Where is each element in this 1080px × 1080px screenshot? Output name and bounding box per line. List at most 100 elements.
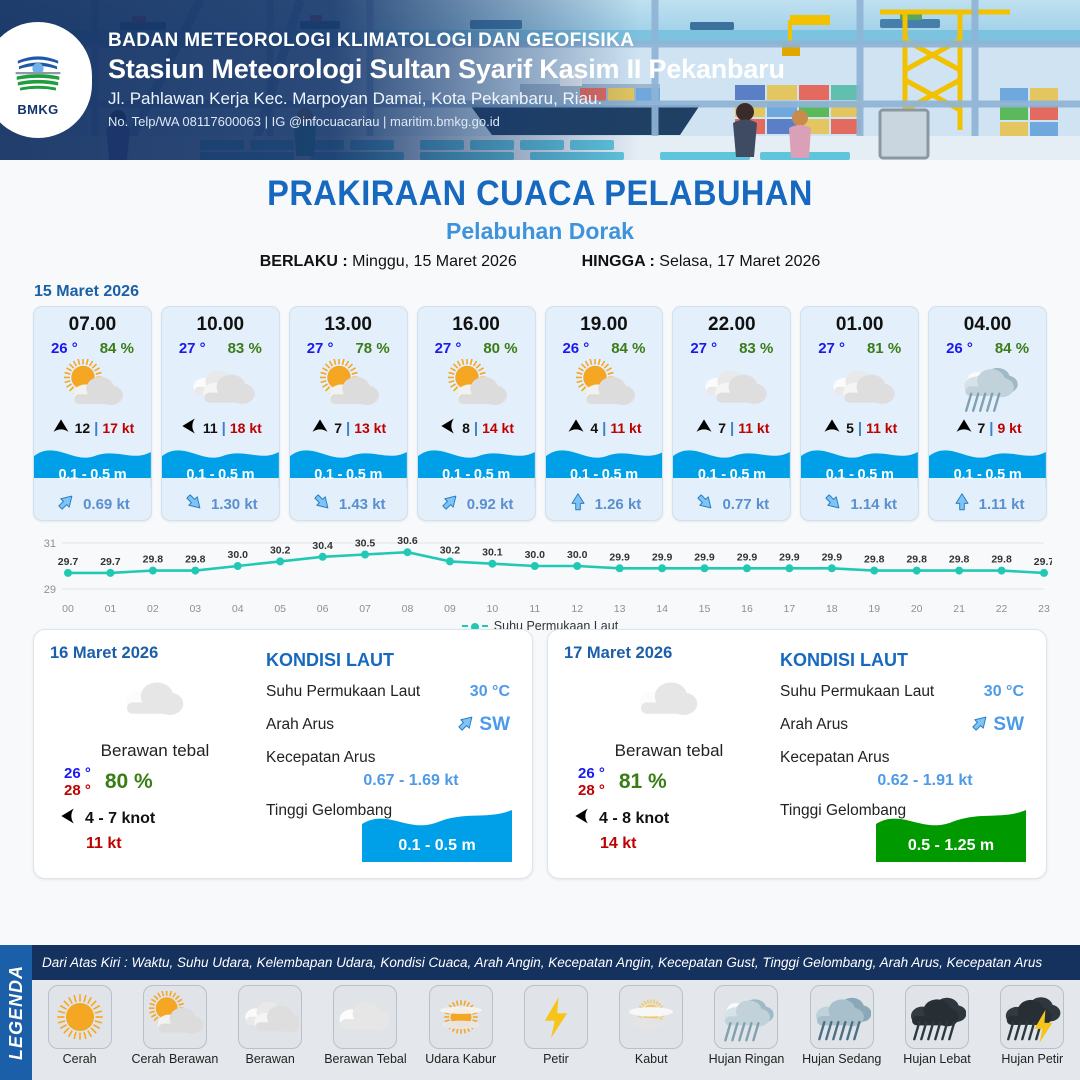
current-row: 1.14 kt	[801, 488, 918, 520]
svg-text:05: 05	[274, 603, 286, 615]
summary-temp-max: 28 °	[578, 782, 605, 799]
wind-separator: |	[857, 419, 863, 437]
station-contact: No. Telp/WA 08117600063 | IG @infocuacar…	[108, 114, 500, 129]
summary-wind-gust: 14 kt	[600, 835, 637, 852]
wave-shape	[545, 450, 663, 488]
svg-text:29.8: 29.8	[143, 554, 164, 566]
legend-icon-berawan-tebal	[333, 985, 398, 1049]
sst-row: Suhu Permukaan Laut 30 °C	[266, 680, 516, 704]
bmkg-logo-text: BMKG	[17, 101, 59, 117]
current-direction-value-group: SW	[455, 712, 510, 739]
summary-temp-min: 26 °	[578, 765, 605, 782]
weather-condition-icon	[673, 359, 790, 415]
legend-caption: Udara Kabur	[425, 1052, 497, 1066]
wave-height-label: Tinggi Gelombang	[780, 802, 907, 819]
legend-icon-udara-kabur	[428, 985, 493, 1049]
current-speed-label: Kecepatan Arus	[780, 749, 890, 766]
wind-separator: |	[989, 419, 994, 437]
sst-value: 30 °C	[469, 683, 510, 700]
legend-item: Udara Kabur	[417, 985, 505, 1067]
legend-caption: Hujan Sedang	[802, 1052, 882, 1066]
temp-humidity-row: 27 ° 78 %	[290, 336, 407, 357]
current-direction-row: Arah Arus SW	[266, 713, 516, 737]
summary-current-arrow-icon	[969, 712, 991, 739]
hourly-forecast-card: 04.00 26 ° 84 % 7 | 9 kt 0.1 - 0	[928, 306, 1047, 521]
wind-row: 4 | 11 kt	[546, 415, 663, 441]
wind-row: 7 | 13 kt	[290, 415, 407, 441]
wave-height-value: 0.1 - 0.5 m	[186, 467, 255, 483]
svg-text:00: 00	[62, 603, 74, 615]
hourly-forecast-card: 10.00 27 ° 83 % 11 | 18 kt 0.1 -	[160, 306, 280, 521]
sst-chart-xaxis: 00 01 02 03 04 05 06 07 08 09 10 11 12 13 14 15 16 17 18 19…	[62, 603, 1050, 615]
wind-direction-arrow-icon	[438, 416, 458, 441]
wave-height-value: 0.1 - 0.5 m	[314, 467, 383, 483]
svg-text:29.7: 29.7	[100, 556, 121, 568]
air-temperature: 26 °	[562, 340, 590, 357]
wind-gust: 9 kt	[997, 420, 1022, 436]
summary-left: 17 Maret 2026 Berawan tebal 26 ° 28 ° 81…	[564, 644, 774, 864]
wind-direction-arrow-icon	[954, 416, 974, 441]
wave-height-block: 0.1 - 0.5 m	[34, 442, 151, 488]
svg-text:01: 01	[105, 603, 117, 615]
wind-direction-arrow-icon	[310, 416, 330, 441]
current-speed-row: Kecepatan Arus	[266, 746, 516, 770]
humidity: 83 %	[739, 340, 774, 357]
hourly-forecast-card: 13.00 27 ° 78 % 7 | 13 kt 0.1 - 0.5 m	[288, 306, 408, 521]
legend-item: Hujan Sedang	[798, 985, 886, 1067]
svg-text:29.8: 29.8	[991, 554, 1012, 566]
legend-icon-petir	[523, 985, 588, 1049]
legend-item: Cerah Berawan	[131, 985, 219, 1067]
sst-label: Suhu Permukaan Laut	[266, 683, 421, 700]
summary-temp-max: 28 °	[64, 782, 91, 799]
summary-wave-graphic: 0.5 - 1.25 m	[876, 804, 1026, 862]
legend-caption: Hujan Lebat	[903, 1052, 971, 1066]
legend-item: Hujan Petir	[988, 985, 1076, 1067]
summary-condition: Berawan tebal	[614, 741, 724, 760]
wind-gust: 11 kt	[738, 420, 770, 436]
sst-label: Suhu Permukaan Laut	[780, 683, 935, 700]
svg-text:13: 13	[614, 603, 626, 615]
wave-height-value: 0.1 - 0.5 m	[58, 467, 127, 483]
wave-shape	[801, 450, 919, 488]
svg-text:21: 21	[953, 603, 965, 615]
air-temperature: 27 °	[434, 340, 462, 357]
current-direction-arrow-icon	[183, 491, 205, 518]
svg-text:30.0: 30.0	[567, 549, 588, 561]
svg-text:30.0: 30.0	[525, 549, 546, 561]
wind-row: 12 | 17 kt	[34, 415, 151, 441]
wind-direction-arrow-icon	[822, 416, 842, 441]
hourly-forecast-card: 01.00 27 ° 81 % 5 | 11 kt 0.1 -	[800, 306, 920, 521]
wind-separator: |	[221, 419, 226, 437]
svg-text:22: 22	[996, 603, 1008, 615]
wind-speed: 7	[334, 420, 343, 436]
temp-humidity-row: 27 ° 80 %	[418, 336, 535, 357]
current-direction-arrow-icon	[951, 491, 973, 518]
wave-height-value: 0.1 - 0.5 m	[697, 467, 766, 483]
current-row: 0.92 kt	[418, 488, 535, 520]
svg-text:31: 31	[44, 538, 56, 550]
forecast-time: 10.00	[196, 314, 245, 335]
legend-icon-hujan-sedang	[809, 985, 874, 1049]
weather-condition-icon	[162, 359, 279, 415]
current-speed-row: Kecepatan Arus	[780, 746, 1030, 770]
wave-height-block: 0.1 - 0.5 m	[417, 442, 535, 488]
header-text-block: BADAN METEOROLOGI KLIMATOLOGI DAN GEOFIS…	[108, 30, 785, 129]
sst-chart-plot: 31 29 29.7 29.7 29.8 29.8 30.0 30.2 30.4 30.5 30.6…	[44, 535, 1052, 596]
summary-temp-humidity: 26 ° 28 ° 81 %	[564, 765, 774, 799]
svg-text:09: 09	[444, 603, 456, 615]
legend-caption: Petir	[543, 1052, 569, 1066]
forecast-time: 07.00	[68, 314, 117, 335]
svg-text:29.7: 29.7	[1034, 556, 1052, 568]
legend-side-label: LEGENDA	[0, 945, 32, 1080]
summary-humidity: 80 %	[104, 770, 153, 793]
summary-date: 16 Maret 2026	[50, 644, 159, 662]
hourly-forecast-row: 07.00 26 ° 84 % 12 | 17 kt 0.1 - 0.5 m	[0, 306, 1080, 521]
summary-wind-gust: 11 kt	[86, 835, 122, 852]
forecast-time: 13.00	[324, 314, 372, 335]
sst-row: Suhu Permukaan Laut 30 °C	[780, 680, 1030, 704]
air-temperature: 26 °	[946, 340, 973, 357]
current-direction-value: SW	[993, 714, 1024, 735]
summary-temps: 26 ° 28 °	[64, 765, 91, 799]
temp-humidity-row: 26 ° 84 %	[546, 336, 663, 357]
wind-direction-arrow-icon	[179, 416, 199, 441]
